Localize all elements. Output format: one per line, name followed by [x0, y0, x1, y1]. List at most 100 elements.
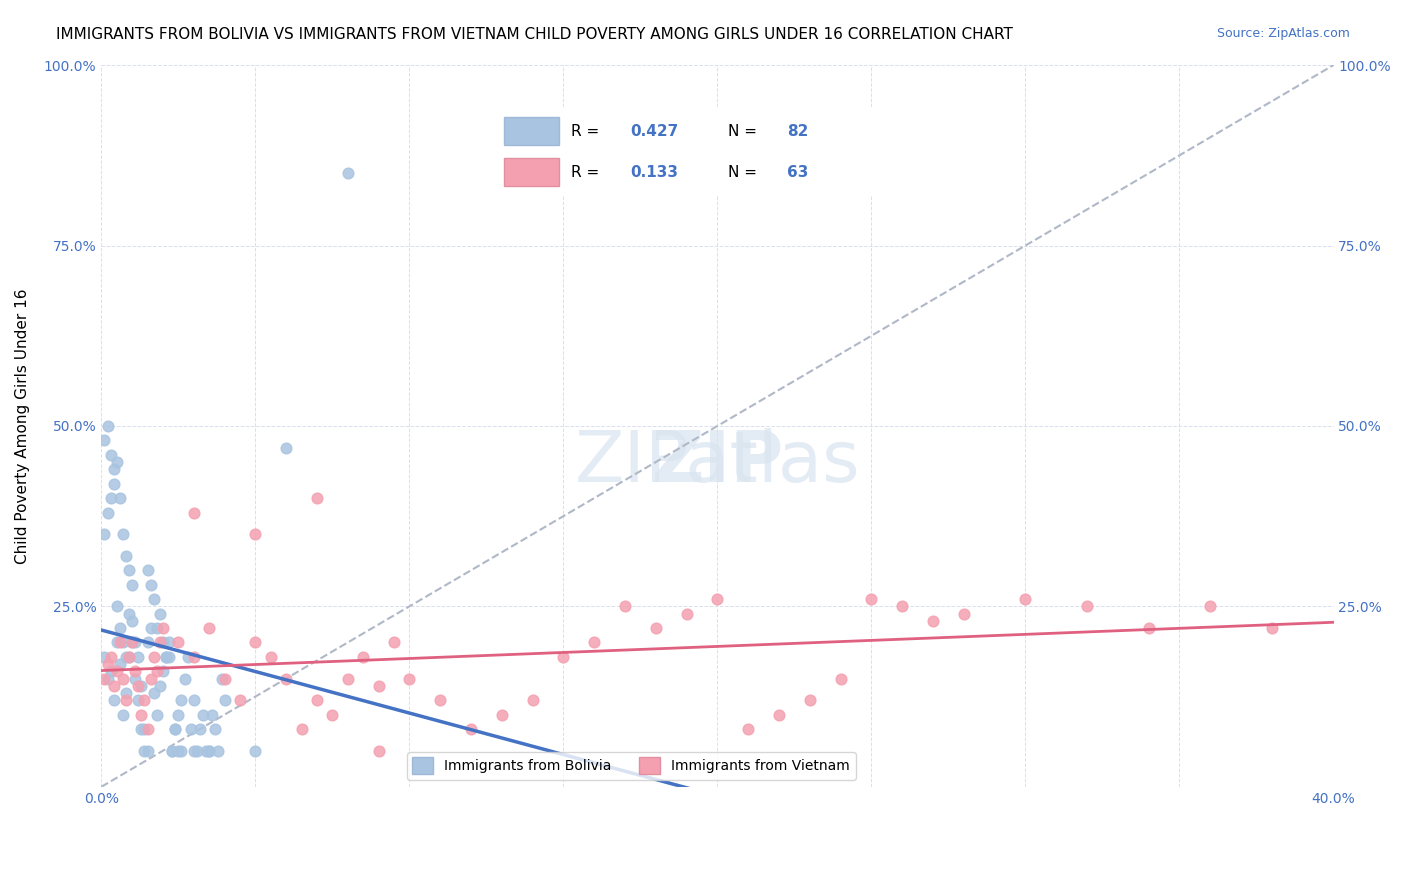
Point: [93, 672, 115, 686]
Text: R =: R =: [571, 165, 599, 179]
Point: [165, 722, 187, 736]
Point: [860, 592, 883, 607]
Point: [891, 599, 914, 614]
Legend: Immigrants from Bolivia, Immigrants from Vietnam: Immigrants from Bolivia, Immigrants from…: [406, 752, 856, 780]
Point: [1199, 599, 1222, 614]
Point: [214, 693, 236, 707]
Point: [737, 722, 759, 736]
Point: [124, 635, 146, 649]
Point: [276, 441, 298, 455]
FancyBboxPatch shape: [503, 117, 560, 145]
Point: [170, 744, 193, 758]
Point: [136, 635, 159, 649]
Point: [115, 693, 138, 707]
Point: [675, 607, 697, 621]
Point: [157, 635, 180, 649]
Point: [108, 621, 131, 635]
Text: N =: N =: [728, 124, 758, 138]
Point: [124, 672, 146, 686]
Point: [139, 672, 162, 686]
Point: [96, 672, 118, 686]
Point: [134, 722, 156, 736]
Point: [321, 707, 343, 722]
Point: [105, 635, 128, 649]
Point: [111, 527, 134, 541]
Point: [460, 722, 482, 736]
Point: [553, 649, 575, 664]
Text: 63: 63: [787, 165, 808, 179]
Point: [352, 649, 374, 664]
Point: [188, 722, 211, 736]
Text: ZIP: ZIP: [651, 427, 783, 497]
Text: 0.133: 0.133: [630, 165, 678, 179]
Point: [139, 578, 162, 592]
Point: [93, 649, 115, 664]
Text: ZIPatlas: ZIPatlas: [575, 427, 860, 497]
Point: [127, 649, 149, 664]
Point: [180, 722, 202, 736]
Point: [127, 693, 149, 707]
Point: [121, 614, 143, 628]
Point: [96, 657, 118, 671]
Point: [922, 614, 945, 628]
Point: [165, 722, 187, 736]
Point: [160, 744, 183, 758]
FancyBboxPatch shape: [503, 158, 560, 186]
Point: [136, 722, 159, 736]
Point: [367, 744, 389, 758]
Point: [103, 476, 125, 491]
Point: [103, 693, 125, 707]
Point: [108, 635, 131, 649]
Point: [142, 686, 165, 700]
Point: [96, 419, 118, 434]
Point: [583, 635, 606, 649]
Point: [124, 665, 146, 679]
Point: [100, 491, 122, 505]
Point: [229, 693, 252, 707]
Point: [173, 672, 195, 686]
Point: [108, 657, 131, 671]
Point: [111, 672, 134, 686]
Point: [111, 707, 134, 722]
Point: [118, 607, 141, 621]
Point: [100, 649, 122, 664]
Point: [644, 621, 666, 635]
Point: [953, 607, 976, 621]
Point: [149, 607, 172, 621]
Point: [111, 635, 134, 649]
Point: [134, 744, 156, 758]
Point: [207, 744, 229, 758]
Point: [121, 635, 143, 649]
Point: [291, 722, 314, 736]
Point: [155, 649, 177, 664]
Point: [167, 707, 190, 722]
Text: Source: ZipAtlas.com: Source: ZipAtlas.com: [1216, 27, 1350, 40]
Point: [142, 649, 165, 664]
Point: [131, 722, 153, 736]
Point: [201, 707, 224, 722]
Point: [115, 549, 138, 563]
Point: [105, 665, 128, 679]
Point: [799, 693, 821, 707]
Point: [115, 649, 138, 664]
Point: [214, 672, 236, 686]
Point: [260, 649, 283, 664]
Point: [183, 649, 205, 664]
Point: [146, 621, 169, 635]
Point: [96, 506, 118, 520]
Point: [830, 672, 852, 686]
Point: [93, 527, 115, 541]
Point: [136, 744, 159, 758]
Text: N =: N =: [728, 165, 758, 179]
Point: [157, 649, 180, 664]
Point: [108, 491, 131, 505]
Point: [204, 722, 226, 736]
Point: [103, 679, 125, 693]
Point: [198, 744, 221, 758]
Y-axis label: Child Poverty Among Girls Under 16: Child Poverty Among Girls Under 16: [15, 288, 30, 564]
Point: [121, 578, 143, 592]
Point: [398, 672, 420, 686]
Point: [245, 635, 267, 649]
Point: [131, 679, 153, 693]
Point: [100, 665, 122, 679]
